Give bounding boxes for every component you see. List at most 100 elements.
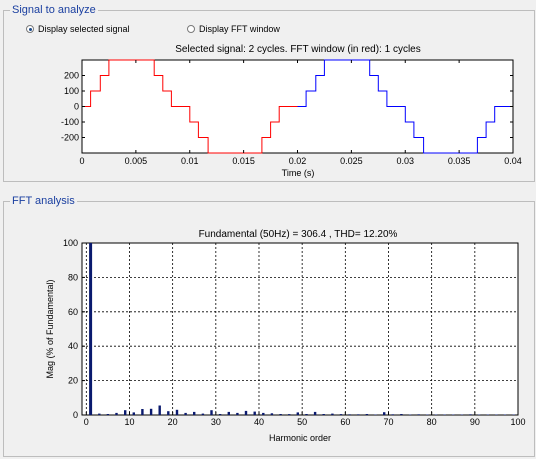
signal-x-tick-label: 0.03 — [396, 156, 414, 166]
signal-plot-title: Selected signal: 2 cycles. FFT window (i… — [175, 44, 420, 55]
fft-y-tick-label: 0 — [73, 410, 78, 420]
fft-x-tick-label: 20 — [168, 417, 178, 427]
fft-group-title: FFT analysis — [10, 194, 77, 208]
harmonic-bar — [477, 414, 481, 415]
fft-y-tick-label: 100 — [63, 238, 78, 248]
fft-group: FFT analysis — [3, 194, 535, 457]
signal-plot: Selected signal: 2 cycles. FFT window (i… — [61, 44, 522, 178]
harmonic-bar — [141, 409, 144, 415]
harmonic-bar — [158, 405, 161, 415]
harmonic-bar — [288, 414, 291, 415]
fft-x-tick-label: 90 — [470, 417, 480, 427]
harmonic-bar — [244, 410, 248, 415]
harmonic-bar — [365, 414, 369, 415]
signal-x-tick-label: 0.005 — [125, 156, 148, 166]
harmonic-bar — [184, 412, 187, 415]
harmonic-bar — [201, 413, 205, 415]
harmonic-bar — [149, 408, 153, 415]
harmonic-bar — [495, 414, 498, 415]
harmonic-bar — [322, 414, 325, 415]
harmonic-bar — [296, 412, 299, 415]
signal-y-tick-label: 0 — [74, 102, 79, 112]
harmonic-bar — [115, 412, 118, 415]
harmonic-bar — [469, 414, 472, 415]
harmonic-bar — [434, 414, 438, 415]
harmonic-bar — [236, 412, 239, 415]
harmonic-bar — [391, 414, 394, 415]
harmonic-bar — [227, 411, 230, 415]
harmonic-bar — [383, 412, 386, 415]
fft-x-tick-label: 60 — [340, 417, 350, 427]
signal-x-tick-label: 0.035 — [448, 156, 471, 166]
signal-y-tick-label: -100 — [61, 117, 79, 127]
display-signal-label: Display selected signal — [38, 24, 130, 34]
signal-x-tick-label: 0.015 — [232, 156, 255, 166]
harmonic-bar — [408, 414, 412, 415]
harmonic-bar — [503, 414, 507, 415]
radio-unselected-icon — [187, 25, 195, 33]
harmonic-bar — [253, 411, 256, 415]
harmonic-bar — [270, 413, 274, 415]
display-fft-window-radio[interactable]: Display FFT window — [187, 24, 280, 34]
signal-x-tick-label: 0 — [79, 156, 84, 166]
harmonic-bar — [348, 414, 351, 415]
harmonic-bar — [417, 414, 420, 415]
fft-x-tick-label: 0 — [84, 417, 89, 427]
display-signal-radio[interactable]: Display selected signal — [26, 24, 130, 34]
signal-series-fft-window — [82, 59, 298, 154]
harmonic-bar — [218, 414, 222, 415]
signal-y-tick-label: 200 — [64, 71, 79, 81]
signal-series-remaining — [297, 59, 513, 154]
fft-x-tick-label: 50 — [297, 417, 307, 427]
harmonic-bar — [460, 414, 464, 415]
harmonic-bar — [313, 411, 317, 415]
harmonic-bar — [452, 414, 455, 415]
fft-plot-title: Fundamental (50Hz) = 306.4 , THD= 12.20% — [199, 229, 398, 240]
signal-y-tick-label: -200 — [61, 133, 79, 143]
fft-x-tick-label: 100 — [510, 417, 525, 427]
harmonic-bar — [175, 409, 179, 415]
fft-y-tick-label: 20 — [68, 376, 78, 386]
signal-y-tick-label: 100 — [64, 86, 79, 96]
harmonic-bar — [443, 414, 446, 415]
harmonic-bar — [124, 410, 127, 415]
signal-x-tick-label: 0.025 — [340, 156, 363, 166]
fft-y-tick-label: 80 — [68, 272, 78, 282]
signal-x-axis-label: Time (s) — [282, 168, 315, 178]
harmonic-bar — [210, 410, 213, 415]
harmonic-bar — [305, 414, 308, 415]
fft-x-tick-label: 10 — [124, 417, 134, 427]
signal-group-title: Signal to analyze — [10, 3, 98, 17]
display-fft-window-label: Display FFT window — [199, 24, 280, 34]
harmonic-bar — [106, 414, 110, 415]
signal-x-tick-label: 0.02 — [289, 156, 307, 166]
harmonic-bar — [167, 411, 170, 415]
fft-y-tick-label: 40 — [68, 341, 78, 351]
harmonic-bar — [193, 411, 196, 415]
harmonic-bar — [357, 414, 360, 415]
harmonic-bar — [400, 414, 403, 415]
fft-y-tick-label: 60 — [68, 307, 78, 317]
signal-group: Signal to analyze — [3, 3, 535, 182]
harmonic-bar — [339, 414, 343, 415]
fft-plot-area — [81, 242, 519, 416]
signal-x-tick-label: 0.01 — [181, 156, 199, 166]
harmonic-bar — [262, 412, 265, 415]
harmonic-bar — [279, 414, 282, 415]
harmonic-bar — [426, 414, 429, 415]
fft-x-tick-label: 70 — [383, 417, 393, 427]
harmonic-bar — [331, 413, 334, 415]
harmonic-bar — [512, 414, 515, 415]
radio-selected-icon — [26, 25, 34, 33]
harmonic-bar — [89, 243, 93, 415]
harmonic-bar — [374, 414, 377, 415]
fft-x-axis-label: Harmonic order — [269, 433, 331, 443]
fft-x-tick-label: 30 — [211, 417, 221, 427]
fft-y-axis-label: Mag (% of Fundamental) — [45, 279, 55, 378]
harmonic-bar — [486, 414, 489, 415]
signal-x-tick-label: 0.04 — [504, 156, 522, 166]
fft-x-tick-label: 40 — [254, 417, 264, 427]
harmonic-bar — [98, 413, 101, 415]
fft-x-tick-label: 80 — [427, 417, 437, 427]
